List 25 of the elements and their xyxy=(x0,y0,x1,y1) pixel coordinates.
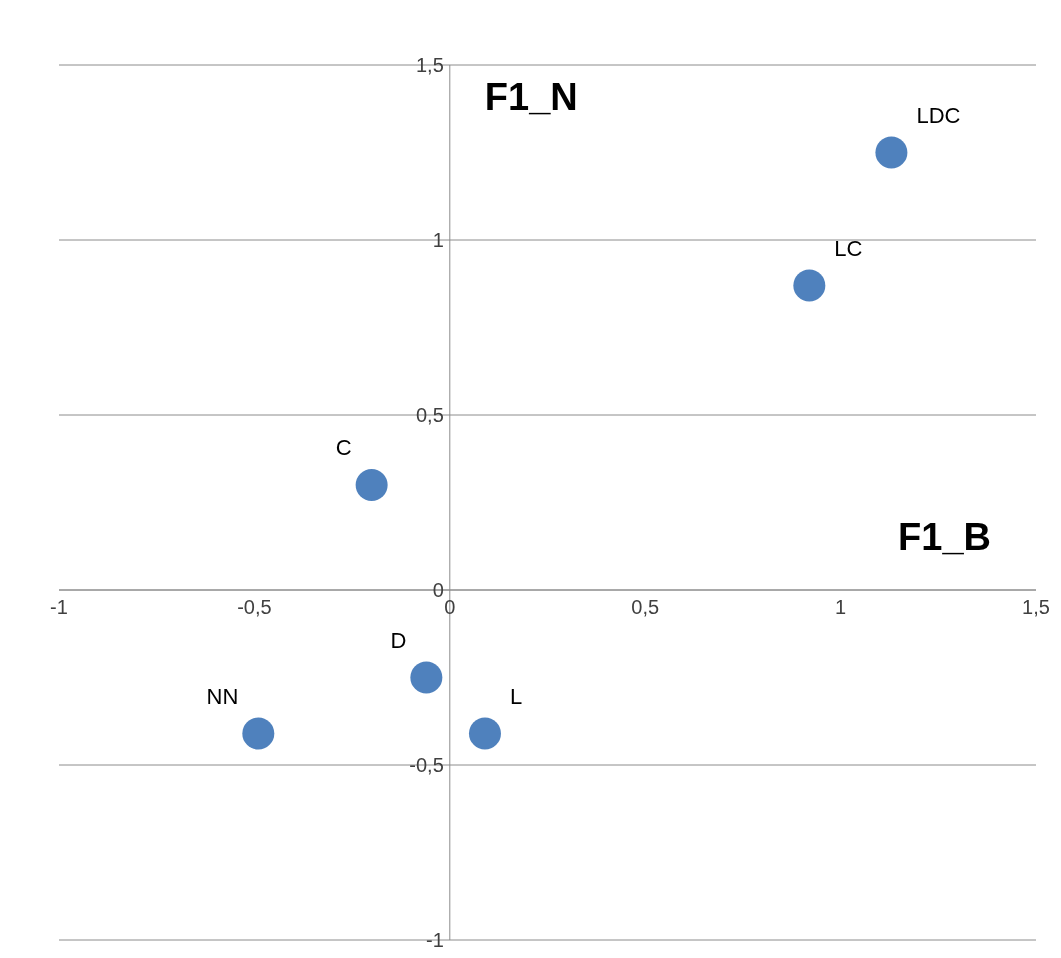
y-axis-title: F1_N xyxy=(484,76,578,118)
y-tick-label: -1 xyxy=(426,929,444,951)
point xyxy=(355,469,388,501)
y-tick-label: 1,5 xyxy=(415,54,444,76)
annotation: D xyxy=(390,627,407,653)
annotation: NN xyxy=(206,683,239,709)
point xyxy=(793,269,826,302)
y-tick-label: -0,5 xyxy=(409,754,444,776)
point xyxy=(410,661,443,694)
annotation: LC xyxy=(834,235,863,261)
x-tick-label: 0,5 xyxy=(631,596,660,618)
x-tick-label: -0,5 xyxy=(237,596,272,618)
annotation: LDC xyxy=(916,102,961,128)
point xyxy=(242,717,275,750)
y-tick-label: 0 xyxy=(432,579,444,601)
point xyxy=(468,717,501,750)
point xyxy=(875,136,908,169)
annotation: L xyxy=(509,683,523,709)
x-tick-label: 1 xyxy=(835,596,847,618)
x-axis-title: F1_B xyxy=(898,516,991,558)
annotation: C xyxy=(335,435,352,460)
y-tick-label: 0,5 xyxy=(415,404,444,426)
x-tick-label: -1 xyxy=(50,596,68,618)
x-tick-label: 1,5 xyxy=(1022,596,1050,618)
y-tick-label: 1 xyxy=(432,229,444,251)
